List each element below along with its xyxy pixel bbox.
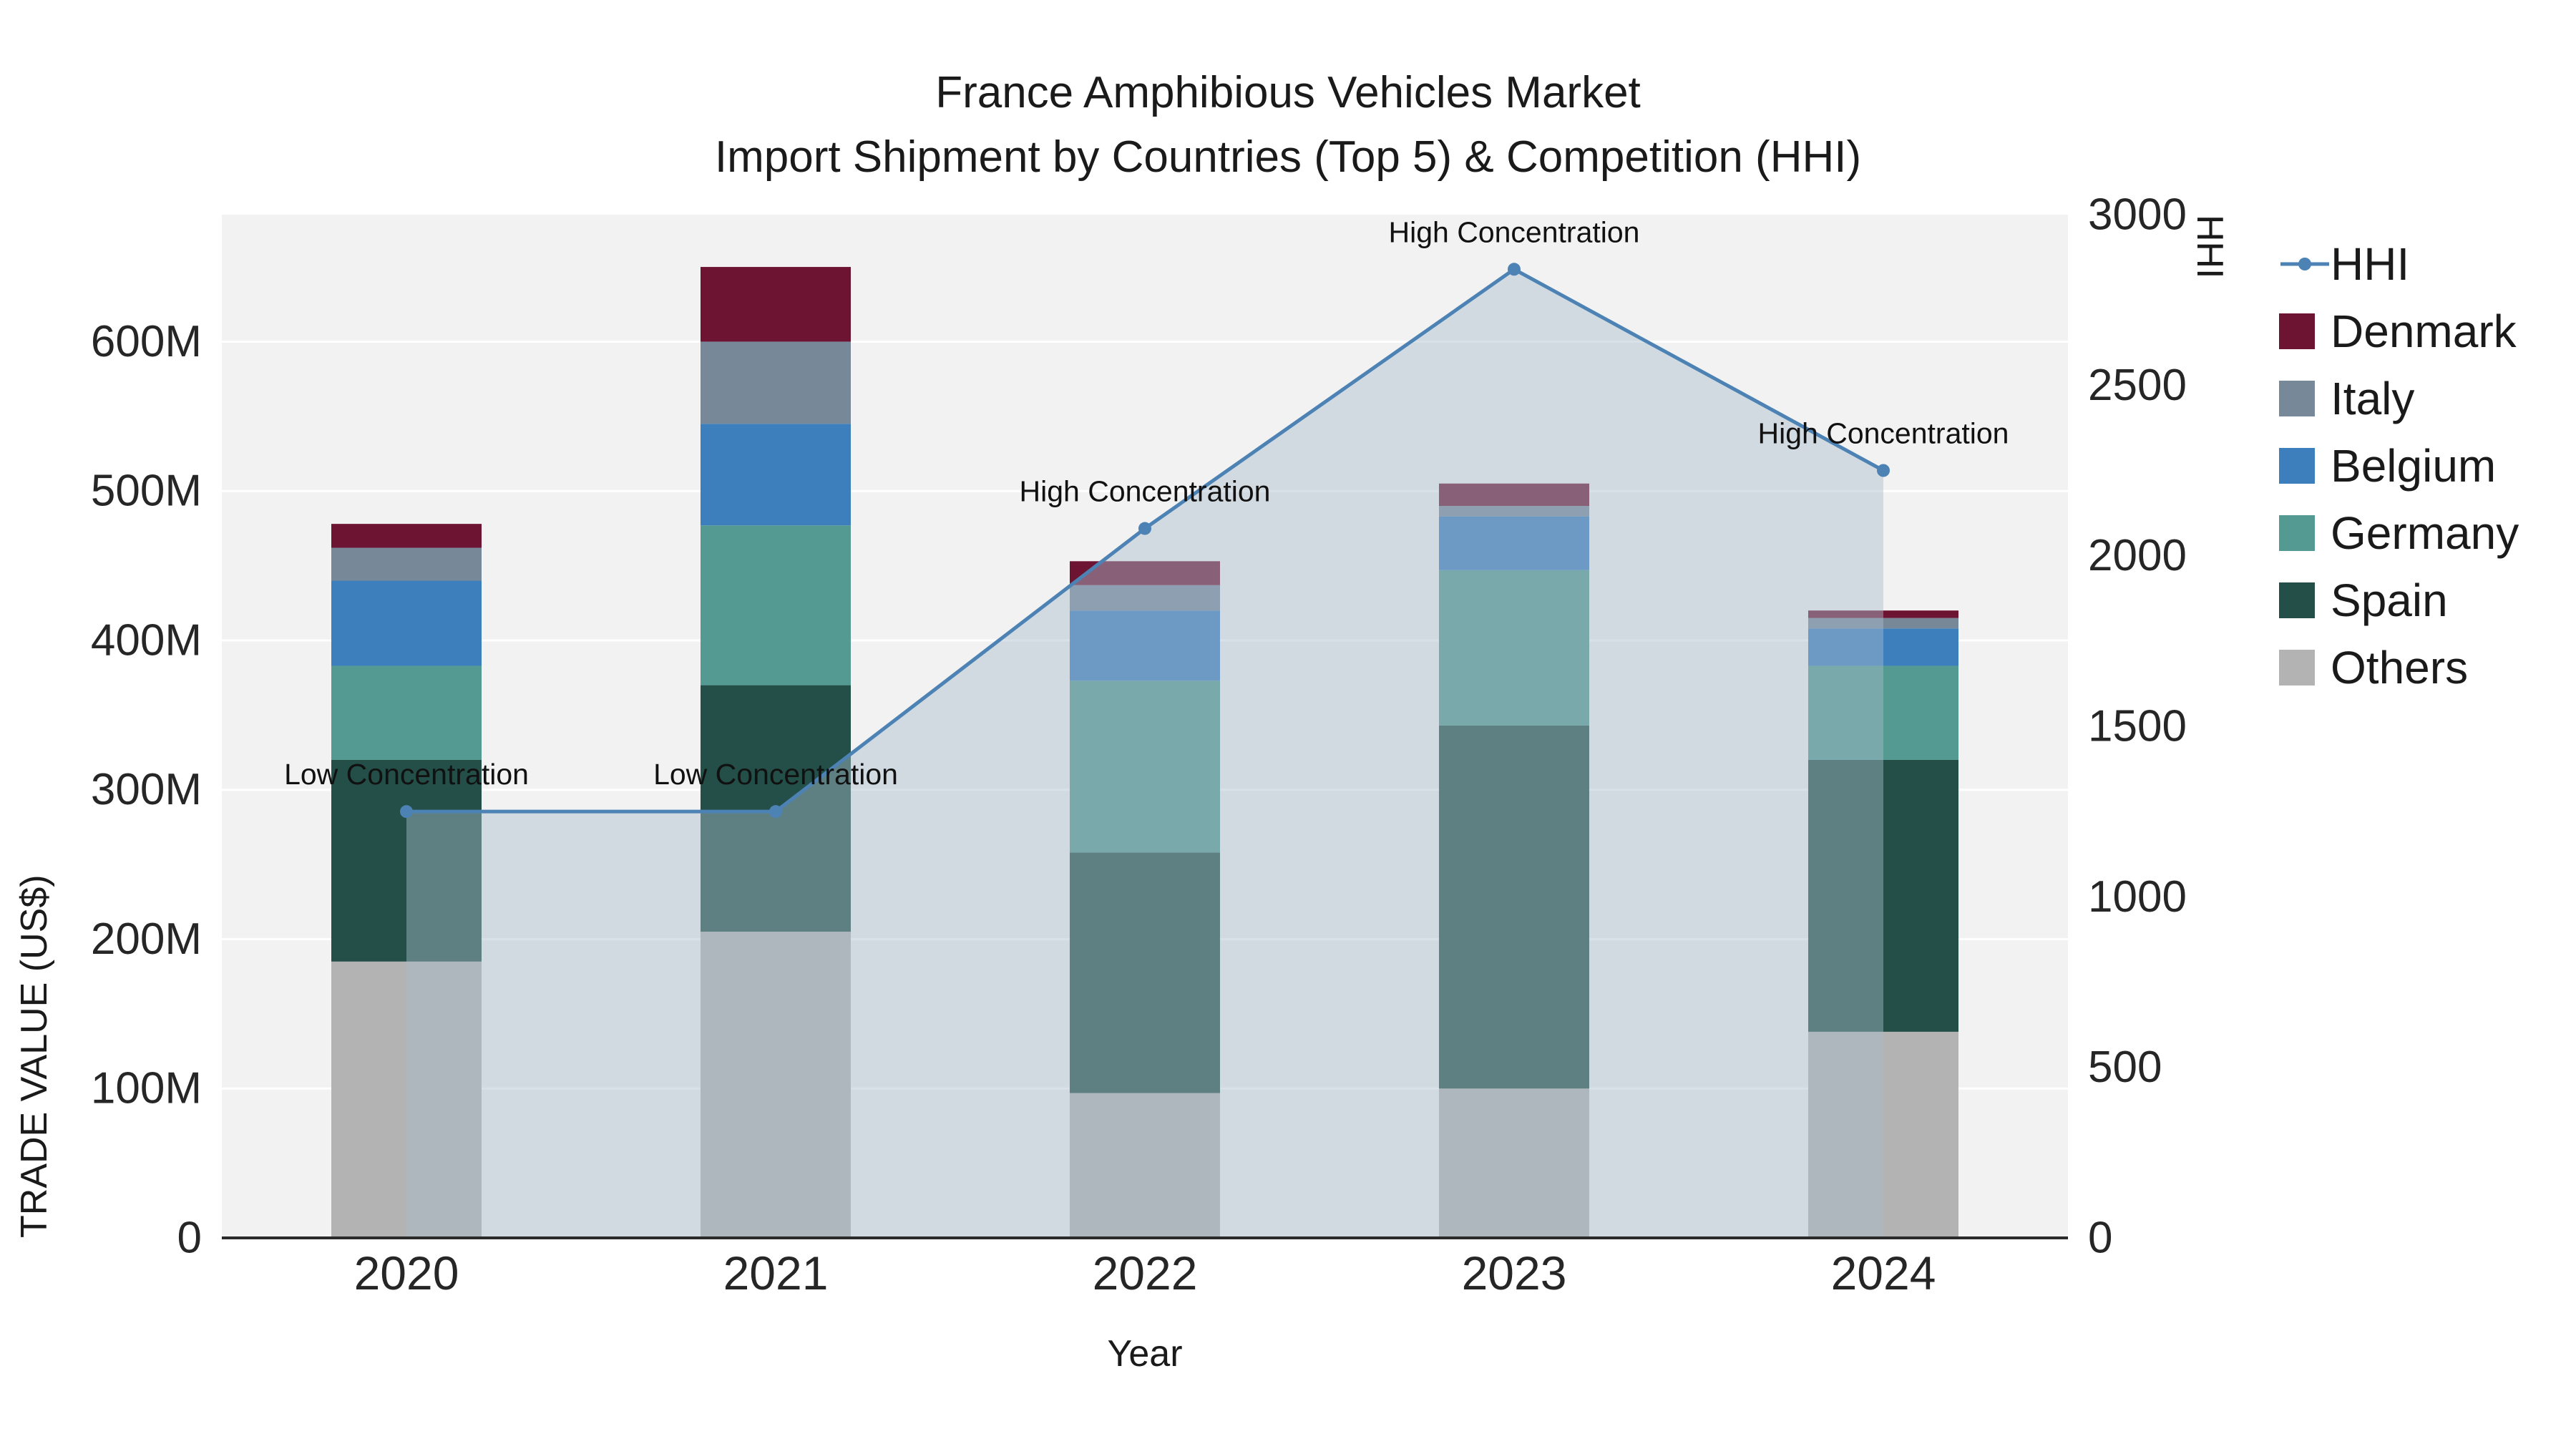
left-axis-tick-label: 600M <box>91 317 202 366</box>
bar-segment-germany-2020 <box>331 665 482 760</box>
hhi-marker-2022 <box>1138 522 1151 535</box>
hhi-line-glyph <box>2280 258 2329 270</box>
bar-segment-germany-2023 <box>1439 570 1589 726</box>
right-axis-tick-label: 2000 <box>2088 531 2187 580</box>
chart-title-block: France Amphibious Vehicles Market Import… <box>0 61 2576 190</box>
right-axis-tick-label: 1000 <box>2088 872 2187 922</box>
bar-segment-denmark-2024 <box>1808 610 1958 618</box>
bar-segment-germany-2021 <box>701 525 851 686</box>
x-axis-title: Year <box>1107 1333 1183 1375</box>
legend-label-hhi: HHI <box>2331 238 2410 290</box>
hhi-marker-2024 <box>1877 464 1890 477</box>
legend-item-others[interactable]: Others <box>2279 634 2519 701</box>
hhi-annotation-2021: Low Concentration <box>653 758 898 791</box>
legend-swatch-belgium <box>2279 448 2315 484</box>
bar-segment-denmark-2020 <box>331 524 482 548</box>
legend-label-belgium: Belgium <box>2331 440 2497 492</box>
left-axis-tick-label: 100M <box>91 1064 202 1113</box>
left-axis-tick-label: 400M <box>91 615 202 665</box>
bar-segment-belgium-2021 <box>701 424 851 526</box>
bar-segment-others-2022 <box>1070 1093 1220 1238</box>
hhi-annotation-2024: High Concentration <box>1758 417 2009 450</box>
left-axis-tick-label: 200M <box>91 914 202 964</box>
legend-swatch-denmark <box>2279 313 2315 349</box>
bar-segment-belgium-2023 <box>1439 516 1589 570</box>
bar-segment-spain-2023 <box>1439 725 1589 1089</box>
legend-item-denmark[interactable]: Denmark <box>2279 298 2519 365</box>
bar-segment-germany-2024 <box>1808 665 1958 760</box>
bar-segment-italy-2022 <box>1070 585 1220 611</box>
legend-label-italy: Italy <box>2331 373 2415 424</box>
hhi-marker-2020 <box>400 805 413 819</box>
legend-label-germany: Germany <box>2331 507 2519 559</box>
hhi-line-swatch <box>2279 252 2331 276</box>
legend-item-belgium[interactable]: Belgium <box>2279 432 2519 499</box>
bar-segment-belgium-2022 <box>1070 610 1220 681</box>
bar-segment-italy-2024 <box>1808 618 1958 629</box>
legend-item-germany[interactable]: Germany <box>2279 499 2519 567</box>
legend-swatch-spain <box>2279 582 2315 618</box>
legend-item-italy[interactable]: Italy <box>2279 365 2519 432</box>
hhi-marker-2023 <box>1508 263 1521 276</box>
right-axis-tick-label: 2500 <box>2088 361 2187 410</box>
bar-segment-belgium-2020 <box>331 580 482 666</box>
bar-segment-others-2021 <box>701 932 851 1238</box>
bar-segment-spain-2024 <box>1808 759 1958 1032</box>
x-axis-tick-label: 2021 <box>723 1246 829 1299</box>
legend-swatch-germany <box>2279 515 2315 551</box>
legend-label-denmark: Denmark <box>2331 306 2517 357</box>
bar-segment-spain-2022 <box>1070 852 1220 1093</box>
legend-swatch-others <box>2279 650 2315 686</box>
hhi-annotation-2023: High Concentration <box>1389 215 1640 248</box>
bar-segment-denmark-2021 <box>701 267 851 342</box>
bar-segment-belgium-2024 <box>1808 628 1958 666</box>
legend-label-others: Others <box>2331 642 2469 693</box>
legend-label-spain: Spain <box>2331 575 2448 626</box>
legend-item-hhi[interactable]: HHI <box>2279 230 2519 298</box>
legend-swatch-italy <box>2279 381 2315 416</box>
hhi-area-fill <box>406 269 1883 1239</box>
bar-segment-spain-2020 <box>331 759 482 962</box>
chart-subtitle: Import Shipment by Countries (Top 5) & C… <box>714 132 1862 182</box>
x-axis-tick-label: 2024 <box>1831 1246 1936 1299</box>
bar-segment-italy-2023 <box>1439 506 1589 517</box>
legend: HHI Denmark Italy Belgium Germany Spain Others <box>2279 230 2519 701</box>
right-axis-tick-label: 0 <box>2088 1214 2112 1263</box>
hhi-annotation-2022: High Concentration <box>1020 475 1271 508</box>
bar-segment-denmark-2023 <box>1439 483 1589 507</box>
left-axis-tick-label: 300M <box>91 765 202 814</box>
x-axis-tick-label: 2022 <box>1093 1246 1198 1299</box>
right-axis-title: HHI <box>2189 215 2230 279</box>
hhi-annotation-2020: Low Concentration <box>284 758 529 791</box>
right-axis-tick-label: 1500 <box>2088 702 2187 751</box>
left-axis-tick-label: 0 <box>177 1214 202 1263</box>
bar-segment-others-2023 <box>1439 1088 1589 1238</box>
right-axis-tick-label: 3000 <box>2088 190 2187 240</box>
chart-title: France Amphibious Vehicles Market <box>935 68 1641 117</box>
left-axis-title: TRADE VALUE (US$) <box>14 874 55 1238</box>
bar-segment-germany-2022 <box>1070 680 1220 853</box>
x-axis-tick-label: 2023 <box>1462 1246 1567 1299</box>
left-axis-tick-label: 500M <box>91 467 202 516</box>
bar-segment-italy-2021 <box>701 341 851 424</box>
hhi-marker-2021 <box>769 805 782 819</box>
x-axis-tick-label: 2020 <box>354 1246 459 1299</box>
bar-segment-others-2020 <box>331 961 482 1238</box>
bar-segment-italy-2020 <box>331 547 482 581</box>
right-axis-tick-label: 500 <box>2088 1043 2162 1092</box>
bar-segment-others-2024 <box>1808 1031 1958 1238</box>
legend-item-spain[interactable]: Spain <box>2279 567 2519 634</box>
